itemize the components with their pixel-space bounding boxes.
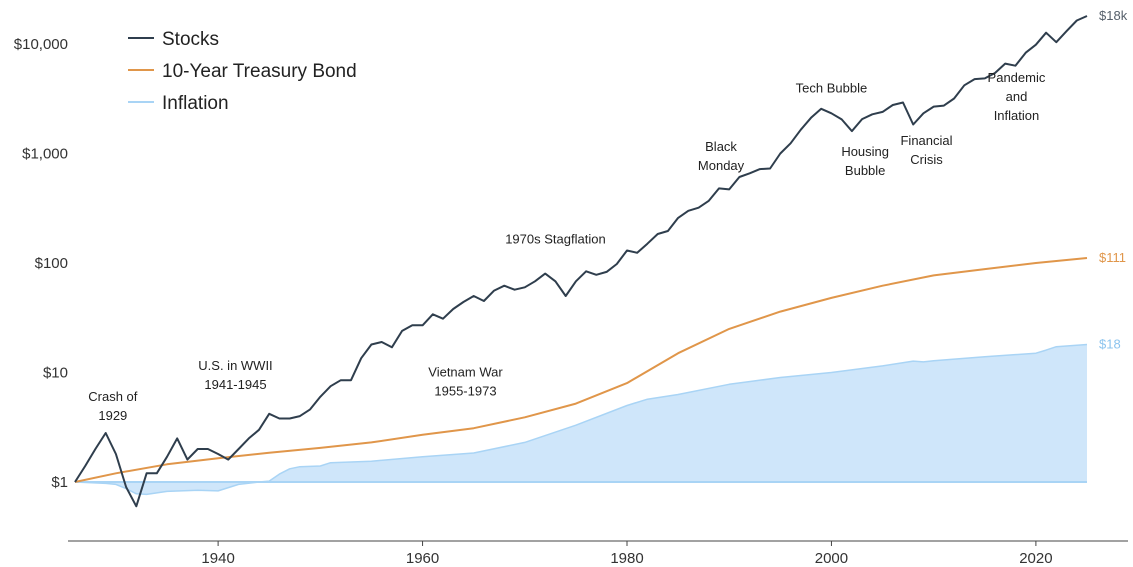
y-tick-label: $1,000 [22, 146, 68, 163]
annotations-layer: Crash of 1929 U.S. in WWII 1941-1945 Vietnam… [88, 70, 1046, 423]
inflation-area-layer [75, 344, 1087, 495]
annotation-tech-bubble: Tech Bubble [796, 81, 868, 96]
inflation-area [75, 344, 1087, 495]
annotation-financial-crisis: Financial Crisis [900, 133, 952, 167]
y-tick-label: $100 [35, 255, 68, 272]
stocks-end-label: $18k [1099, 8, 1128, 23]
x-tick-label: 2000 [815, 550, 848, 567]
inflation-end-label: $18 [1099, 337, 1121, 352]
inflation-legend-label: Inflation [162, 93, 229, 114]
annotation-vietnam-war-1955-1973: Vietnam War 1955-1973 [428, 364, 503, 398]
annotation-black-monday: Black Monday [698, 139, 745, 173]
10-year-treasury-bond-legend-label: 10-Year Treasury Bond [162, 61, 357, 82]
x-tick-label: 1980 [610, 550, 643, 567]
10-year-treasury-bond-line [74, 257, 1088, 483]
annotation-housing-bubble: Housing Bubble [841, 144, 889, 178]
annotation-crash-of-1929: Crash of 1929 [88, 389, 138, 423]
stocks-line [74, 15, 1088, 508]
inflation-line [74, 343, 1088, 496]
end-labels-layer: $18 $111 $18k [1099, 8, 1128, 352]
y-tick-label: $1 [51, 474, 68, 491]
stocks-legend-label: Stocks [162, 29, 219, 50]
axes-layer: 1940 1960 1980 2000 2020 $1 $10 $100 $1,000 $10,0… [14, 36, 1128, 567]
10-year-treasury-bond-end-label: $111 [1099, 250, 1126, 265]
y-tick-label: $10 [43, 365, 68, 382]
x-tick-label: 2020 [1019, 550, 1052, 567]
x-tick-label: 1940 [201, 550, 234, 567]
y-tick-label: $10,000 [14, 36, 68, 53]
annotation-u-s-in-wwii-1941-1945: U.S. in WWII 1941-1945 [198, 358, 272, 392]
legend: Stocks 10-Year Treasury Bond Inflation [128, 29, 357, 114]
annotation-pandemic-and-inflation: Pandemic and Inflation [988, 70, 1046, 123]
annotation-1970s-stagflation: 1970s Stagflation [505, 232, 605, 247]
series-lines-layer [74, 15, 1088, 508]
x-tick-label: 1960 [406, 550, 439, 567]
